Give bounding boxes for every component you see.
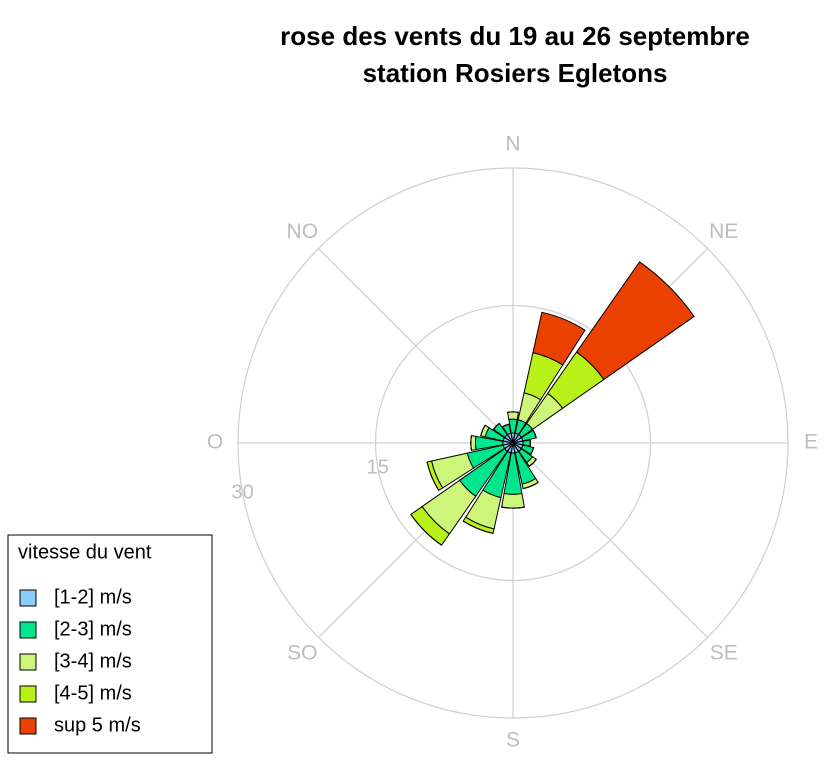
wedge: [528, 458, 537, 467]
wedge: [462, 520, 494, 534]
wedge: [506, 411, 520, 421]
legend-label: [1-2] m/s: [54, 586, 132, 608]
legend-label: [2-3] m/s: [54, 618, 132, 640]
legend-title: vitesse du vent: [18, 541, 152, 563]
grid-circle: [374, 304, 652, 582]
wedge: [410, 514, 442, 546]
wedge: [502, 423, 509, 428]
legend-box: [7, 534, 213, 754]
wedge: [501, 492, 525, 509]
direction-label: NE: [709, 220, 738, 243]
legend-label: sup 5 m/s: [54, 714, 141, 736]
wedge: [522, 481, 539, 490]
chart-title: rose des vents du 19 au 26 septembre: [280, 21, 750, 51]
direction-label: N: [505, 133, 520, 156]
legend-label: [3-4] m/s: [54, 650, 132, 672]
legend-label: [4-5] m/s: [54, 682, 132, 704]
legend: vitesse du vent [1-2] m/s [2-3] m/s [3-4] …: [7, 534, 213, 754]
direction-label: SE: [710, 641, 738, 664]
grid-circle: [237, 167, 789, 719]
direction-label: NO: [287, 220, 319, 243]
wedge: [532, 311, 586, 366]
direction-label: SO: [287, 641, 317, 664]
r-tick-label: 15: [367, 456, 389, 478]
legend-swatch: [19, 717, 37, 735]
wedge: [575, 261, 695, 381]
bars: [410, 261, 695, 546]
r-tick-label: 30: [231, 481, 253, 503]
direction-label: E: [804, 431, 818, 454]
direction-label: S: [506, 729, 520, 752]
wedge: [470, 435, 472, 451]
legend-swatch: [19, 653, 37, 671]
wedge: [426, 461, 440, 491]
legend-swatch: [19, 621, 37, 639]
direction-label: O: [207, 431, 223, 454]
legend-swatch: [19, 589, 37, 607]
chart-subtitle: station Rosiers Egletons: [363, 58, 668, 88]
legend-swatch: [19, 685, 37, 703]
